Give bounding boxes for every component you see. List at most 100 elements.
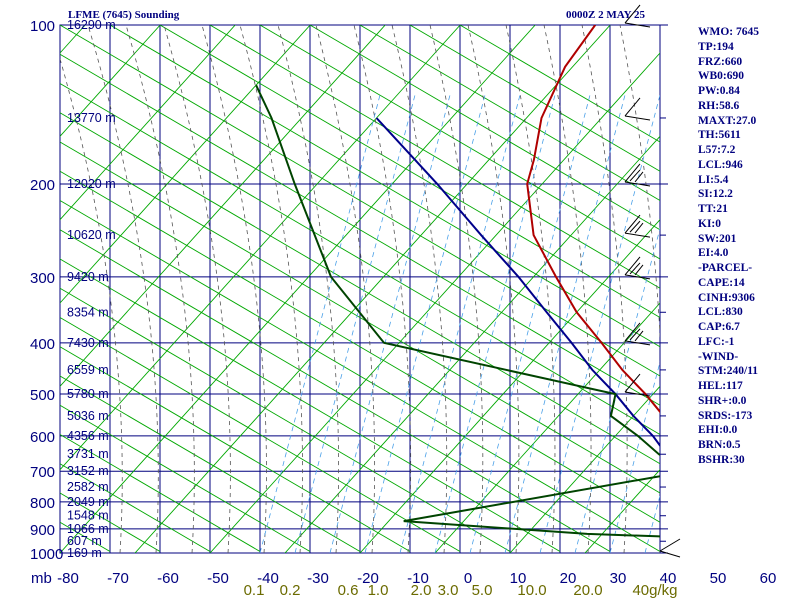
wind-barb-staff (624, 97, 641, 117)
wind-barb-staff (659, 538, 681, 558)
temperature-tick-label: -40 (257, 570, 279, 587)
index-item: LCL:946 (698, 158, 743, 171)
height-label: 6559 m (67, 363, 109, 377)
dry-adiabat-line (60, 287, 511, 552)
temperature-tick-label: -60 (157, 570, 179, 587)
height-label: 12020 m (67, 177, 116, 191)
dry-adiabat-line (60, 229, 611, 552)
wind-barb-flag (624, 274, 651, 280)
isotherm-line (60, 25, 236, 221)
height-label: 16290 m (67, 18, 116, 32)
height-label: 1066 m (67, 522, 109, 536)
dewpoint-series-line (255, 84, 660, 539)
dry-adiabat-line (60, 82, 660, 436)
moist-adiabat-line (581, 25, 628, 553)
height-label: 4356 m (67, 429, 109, 443)
temperature-tick-label: -70 (107, 570, 129, 587)
dry-adiabat-line (60, 141, 660, 494)
index-item: PW:0.84 (698, 85, 740, 97)
height-label: 1548 m (67, 509, 109, 523)
height-label: 169 m (67, 546, 102, 560)
moist-adiabat-line (60, 57, 123, 553)
mixing-ratio-line (399, 94, 521, 553)
dry-adiabat-line (60, 346, 411, 552)
wind-barb-staff (624, 214, 641, 234)
wind-barbs-layer (624, 4, 681, 558)
dry-adiabat-line (209, 25, 660, 289)
isotherm-line (60, 25, 386, 388)
dry-adiabat-line (60, 375, 361, 552)
moist-adiabat-line (201, 25, 267, 553)
mixing-ratio-label: 0.2 (280, 582, 301, 599)
height-label: 13770 m (67, 111, 116, 125)
index-item: -WIND- (698, 350, 739, 363)
wind-barb-flag (629, 169, 641, 182)
station-title: LFME (7645) Sounding (68, 9, 180, 21)
dry-adiabat-line (0, 25, 10, 552)
height-label: 5780 m (67, 387, 109, 401)
wind-barb-flag (624, 340, 651, 346)
indices-list: WMO: 7645 TP:194 FRZ:660 WB0:690 PW:0.84 RH:5… (698, 25, 759, 468)
wind-barb (624, 256, 651, 280)
index-item: RH:58.6 (698, 99, 740, 112)
index-item: SI:12.2 (698, 188, 733, 201)
wind-barb-staff (624, 163, 641, 183)
mixing-ratio-line (539, 94, 660, 553)
dry-adiabat-line (159, 25, 660, 319)
moist-adiabat-line (277, 25, 339, 553)
height-label: 3731 m (67, 447, 109, 461)
isotherm-line (209, 52, 660, 553)
moist-adiabat-line (87, 25, 159, 553)
index-item: WMO: 7645 (698, 26, 760, 38)
dry-adiabat-line (309, 25, 660, 231)
pressure-tick-label: 900 (30, 522, 55, 539)
wind-barb (624, 214, 651, 238)
wind-barb-flag (624, 115, 651, 121)
mixing-ratio-label: 0.1 (244, 582, 265, 599)
wind-barb-flag (634, 264, 644, 276)
pressure-tick-label: 300 (30, 270, 55, 287)
dry-adiabat-line (359, 25, 660, 202)
isotherm-line (60, 25, 461, 471)
index-item: -PARCEL- (698, 262, 753, 274)
moist-adiabat-line (391, 25, 448, 553)
temperature-tick-label: 20 (560, 570, 577, 587)
mixing-ratio-label: 5.0 (472, 582, 493, 599)
dry-adiabat-line (60, 112, 660, 465)
isotherm-line (434, 302, 660, 553)
dry-adiabat-line (60, 25, 660, 377)
moist-adiabat-line (239, 25, 303, 553)
isotherm-line (284, 135, 660, 553)
wind-barb-flag (629, 328, 641, 341)
height-label: 8354 m (67, 305, 109, 319)
wind-barb-staff (624, 256, 641, 276)
mixing-ratio-line (364, 94, 486, 553)
temperature-tick-label: 50 (710, 570, 727, 587)
wind-barb-staff (624, 373, 641, 393)
temperature-tick-label: -20 (357, 570, 379, 587)
mixing-ratio-line (294, 94, 416, 553)
pressure-tick-label: 1000 (30, 546, 63, 563)
dry-adiabat-line (60, 404, 311, 552)
index-item: BSHR:30 (698, 453, 745, 466)
index-item: LFC:-1 (698, 335, 735, 348)
pressure-tick-label: 400 (30, 336, 55, 353)
temperature-tick-label: -30 (307, 570, 329, 587)
index-item: WB0:690 (698, 70, 744, 83)
index-item: HEL:117 (698, 380, 743, 392)
index-item: SHR+:0.0 (698, 394, 747, 407)
dry-adiabat-line (60, 199, 660, 552)
axis-unit-label: mb (31, 570, 52, 587)
temperature-tick-label: 10 (510, 570, 527, 587)
height-label: 7430 m (67, 336, 109, 350)
isotherm-line (60, 25, 161, 138)
index-item: MAXT:27.0 (698, 114, 757, 127)
dry-adiabat-line (60, 433, 261, 552)
index-item: L57:7.2 (698, 144, 736, 156)
index-item: TP:194 (698, 40, 734, 53)
wind-barb-flag (634, 171, 644, 183)
mixing-ratio-label: 1.0 (368, 582, 389, 599)
mixing-ratio-line (574, 227, 660, 553)
wind-barb-staff (624, 322, 641, 342)
